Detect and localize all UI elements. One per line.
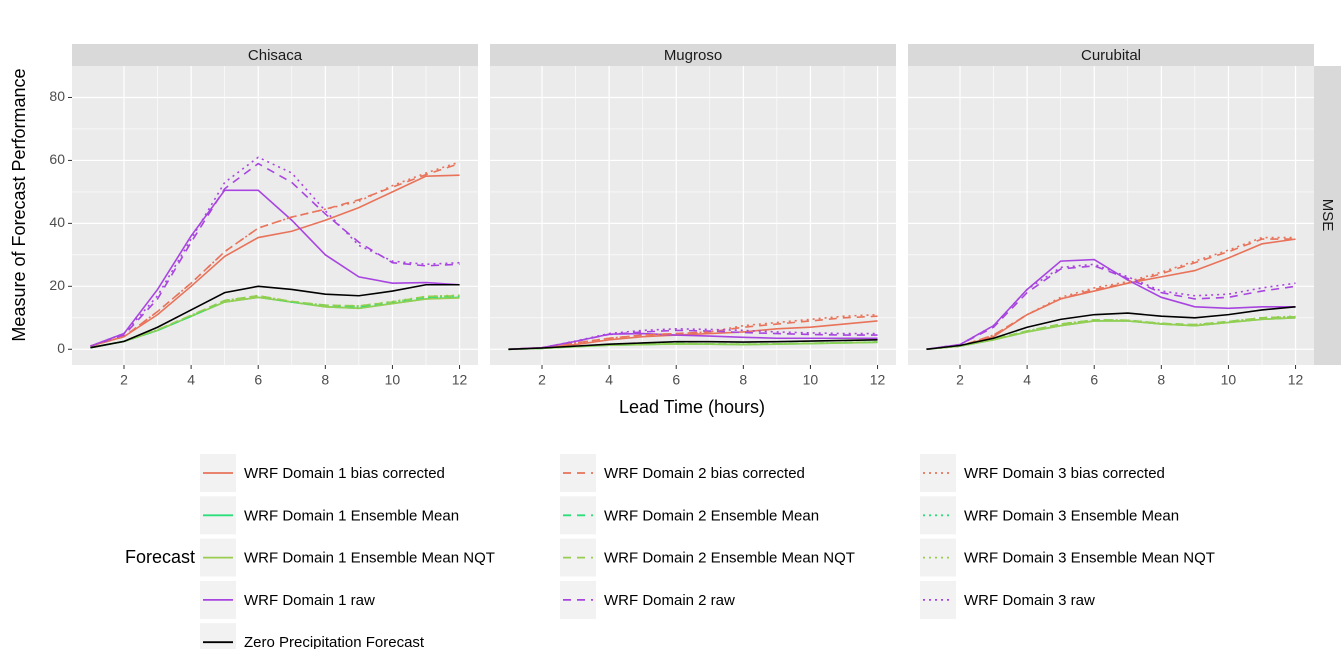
legend-label: WRF Domain 1 raw: [244, 592, 375, 609]
series-line: [926, 305, 1296, 351]
series-line: [90, 294, 460, 349]
panel-background: [72, 66, 478, 365]
series-line: [926, 258, 1296, 351]
strip-label: Chisaca: [248, 47, 303, 64]
row-strip-label: MSE: [1319, 199, 1336, 232]
y-tick-label: 40: [49, 214, 65, 230]
strip: [72, 44, 478, 66]
legend-label: WRF Domain 2 bias corrected: [604, 465, 805, 482]
series-line: [926, 315, 1296, 351]
y-tick-label: 60: [49, 151, 65, 167]
series-line: [90, 189, 460, 347]
legend-label: Zero Precipitation Forecast: [244, 634, 425, 649]
x-tick-label: 2: [538, 372, 546, 388]
series-line: [926, 238, 1296, 351]
series-line: [508, 313, 878, 351]
legend-label: WRF Domain 2 Ensemble Mean NQT: [604, 550, 855, 567]
series-line: [90, 161, 460, 347]
x-tick-label: 8: [1157, 372, 1165, 388]
legend-label: WRF Domain 2 raw: [604, 592, 735, 609]
legend-title: Forecast: [125, 547, 195, 567]
x-tick-label: 2: [956, 372, 964, 388]
series-line: [508, 329, 878, 351]
series-line: [90, 283, 460, 349]
x-tick-label: 6: [672, 372, 680, 388]
series-line: [926, 265, 1296, 351]
legend-key: [200, 623, 236, 649]
strip: [908, 44, 1314, 66]
legend-label: WRF Domain 3 raw: [964, 592, 1095, 609]
y-tick-label: 80: [49, 88, 65, 104]
y-tick-label: 20: [49, 277, 65, 293]
legend-label: WRF Domain 3 Ensemble Mean: [964, 507, 1179, 524]
legend-label: WRF Domain 2 Ensemble Mean: [604, 507, 819, 524]
x-tick-label: 10: [803, 372, 819, 388]
series-line: [508, 320, 878, 351]
legend-key: [920, 496, 956, 535]
x-tick-label: 2: [120, 372, 128, 388]
strip: [490, 44, 896, 66]
y-axis-label: Measure of Forecast Performance: [9, 68, 29, 341]
strip-label: Mugroso: [664, 47, 722, 64]
legend-key: [920, 538, 956, 577]
legend-label: WRF Domain 3 bias corrected: [964, 465, 1165, 482]
x-tick-label: 10: [1221, 372, 1237, 388]
x-tick-label: 10: [385, 372, 401, 388]
legend-label: WRF Domain 1 Ensemble Mean: [244, 507, 459, 524]
legend-label: WRF Domain 1 bias corrected: [244, 465, 445, 482]
strip-label: Curubital: [1081, 47, 1141, 64]
x-tick-label: 4: [187, 372, 195, 388]
x-tick-label: 4: [1023, 372, 1031, 388]
series-line: [90, 294, 460, 349]
panel-background: [908, 66, 1314, 365]
x-tick-label: 8: [321, 372, 329, 388]
x-tick-label: 6: [254, 372, 262, 388]
row-strip: [1314, 66, 1341, 365]
x-tick-label: 8: [739, 372, 747, 388]
series-line: [90, 162, 460, 347]
series-line: [90, 162, 460, 347]
legend-label: WRF Domain 3 Ensemble Mean NQT: [964, 550, 1215, 567]
legend-label: WRF Domain 1 Ensemble Mean NQT: [244, 550, 495, 567]
legend-key: [920, 580, 956, 619]
y-tick-label: 0: [57, 340, 65, 356]
series-line: [90, 174, 460, 347]
x-tick-label: 12: [1288, 372, 1304, 388]
x-tick-label: 12: [870, 372, 886, 388]
series-line: [508, 328, 878, 351]
panel-background: [490, 66, 896, 365]
x-tick-label: 4: [605, 372, 613, 388]
series-line: [508, 339, 878, 351]
legend-key: [920, 454, 956, 492]
series-line: [90, 156, 460, 347]
x-axis-label: Lead Time (hours): [619, 397, 765, 417]
x-tick-label: 12: [452, 372, 468, 388]
x-tick-label: 6: [1090, 372, 1098, 388]
